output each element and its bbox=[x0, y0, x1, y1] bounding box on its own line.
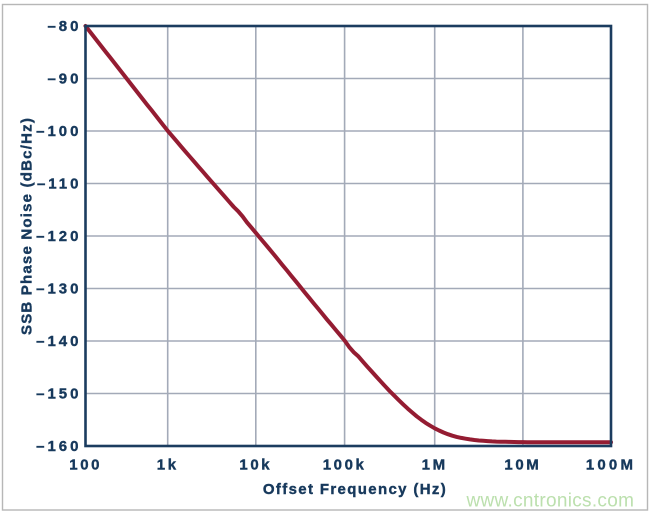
svg-text:100: 100 bbox=[69, 457, 102, 474]
svg-text:10k: 10k bbox=[239, 457, 272, 474]
svg-text:www.cntronics.com: www.cntronics.com bbox=[466, 491, 635, 512]
svg-text:100k: 100k bbox=[323, 457, 367, 474]
svg-text:100M: 100M bbox=[586, 457, 636, 474]
svg-text:–90: –90 bbox=[47, 71, 81, 88]
svg-text:–130: –130 bbox=[36, 281, 81, 298]
svg-text:–160: –160 bbox=[36, 438, 81, 455]
svg-text:–120: –120 bbox=[36, 228, 81, 245]
svg-text:–80: –80 bbox=[47, 18, 81, 35]
svg-text:–110: –110 bbox=[37, 176, 82, 193]
svg-text:–150: –150 bbox=[36, 386, 81, 403]
svg-text:Offset Frequency (Hz): Offset Frequency (Hz) bbox=[263, 481, 447, 498]
svg-text:–100: –100 bbox=[36, 123, 81, 140]
svg-text:SSB Phase Noise (dBc/Hz): SSB Phase Noise (dBc/Hz) bbox=[19, 117, 36, 335]
svg-text:1M: 1M bbox=[422, 457, 448, 474]
svg-text:1k: 1k bbox=[157, 457, 179, 474]
svg-text:–140: –140 bbox=[36, 333, 81, 350]
svg-text:10M: 10M bbox=[504, 457, 541, 474]
